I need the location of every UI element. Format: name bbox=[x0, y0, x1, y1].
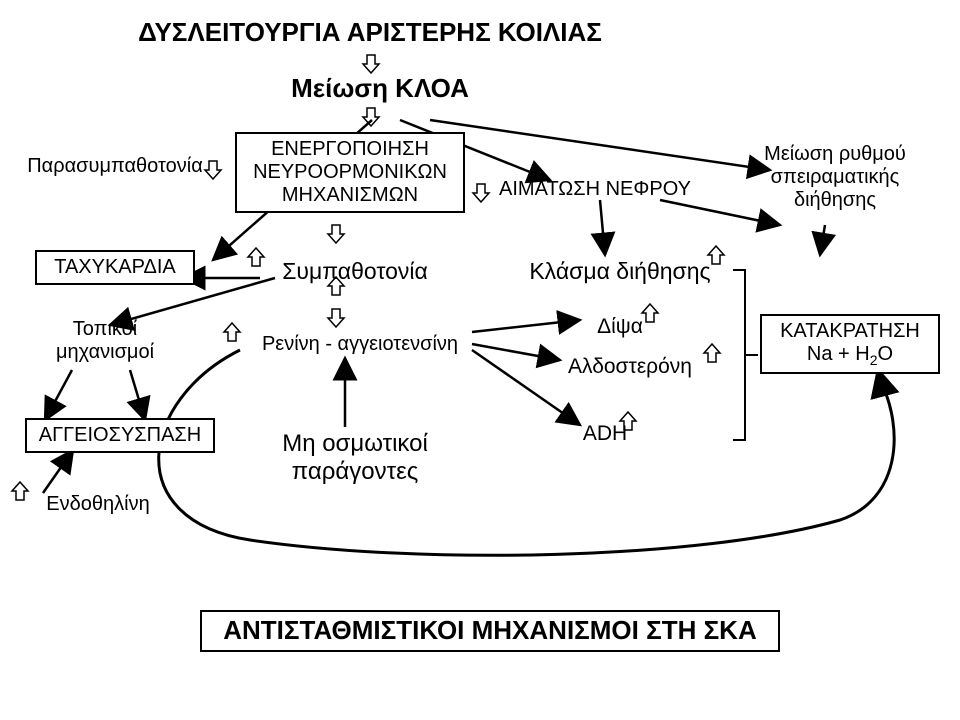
open-arrow-a2 bbox=[363, 108, 379, 126]
edge-e14 bbox=[43, 450, 73, 493]
node-adh: ADH bbox=[575, 422, 635, 446]
node-bottomBox: ΑΝΤΙΣΤΑΘΜΙΣΤΙΚΟΙ ΜΗΧΑΝΙΣΜΟΙ ΣΤΗ ΣΚΑ bbox=[200, 610, 780, 652]
node-title1: ΔΥΣΛΕΙΤΟΥΡΓΙΑ ΑΡΙΣΤΕΡΗΣ ΚΟΙΛΙΑΣ bbox=[135, 18, 605, 48]
edge-e_bracket bbox=[733, 270, 745, 440]
open-arrow-a1 bbox=[363, 55, 379, 73]
edge-e3 bbox=[430, 120, 770, 170]
edge-e4 bbox=[600, 200, 605, 255]
node-aimat: ΑΙΜΑΤΩΣΗ ΝΕΦΡΟΥ bbox=[490, 178, 700, 201]
open-arrow-a5 bbox=[328, 225, 344, 243]
open-arrow-a4 bbox=[473, 184, 489, 202]
node-tachy: ΤΑΧΥΚΑΡΔΙΑ bbox=[35, 250, 195, 285]
edge-e9 bbox=[45, 370, 72, 420]
node-katakBox: ΚΑΤΑΚΡΑΤΗΣΗNa + H2O bbox=[760, 314, 940, 374]
edge-e10 bbox=[130, 370, 145, 420]
open-arrow-a8_dn bbox=[328, 309, 344, 327]
node-parasym: Παρασυμπαθοτονία bbox=[15, 155, 215, 178]
edge-e12 bbox=[472, 344, 560, 360]
node-renin: Ρενίνη - αγγειοτενσίνη bbox=[240, 333, 480, 356]
node-klasma: Κλάσμα διήθησης bbox=[525, 258, 715, 284]
node-title2: Μείωση ΚΛΟΑ bbox=[280, 74, 480, 104]
open-arrow-a9 bbox=[224, 323, 240, 341]
edge-e6 bbox=[820, 225, 825, 255]
open-arrow-a6 bbox=[248, 248, 264, 266]
node-energBox: ΕΝΕΡΓΟΠΟΙΗΣΗΝΕΥΡΟΟΡΜΟΝΙΚΩΝΜΗΧΑΝΙΣΜΩΝ bbox=[235, 132, 465, 213]
open-arrow-a13 bbox=[12, 482, 28, 500]
node-dipsa: Δίψα bbox=[580, 315, 660, 339]
open-arrow-a11 bbox=[704, 344, 720, 362]
node-aldo: Αλδοστερόνη bbox=[555, 355, 705, 379]
node-miosm: Μη οσμωτικοίπαράγοντες bbox=[255, 430, 455, 485]
node-aggeio: ΑΓΓΕΙΟΣΥΣΠΑΣΗ bbox=[25, 418, 215, 453]
node-endoth: Ενδοθηλίνη bbox=[28, 493, 168, 516]
node-gfr: Μείωση ρυθμούσπειραματικήςδιήθησης bbox=[740, 143, 930, 212]
node-topikoi: Τοπικοίμηχανισμοί bbox=[35, 318, 175, 364]
edge-e11 bbox=[472, 320, 580, 332]
node-sympath: Συμπαθοτονία bbox=[265, 258, 445, 284]
